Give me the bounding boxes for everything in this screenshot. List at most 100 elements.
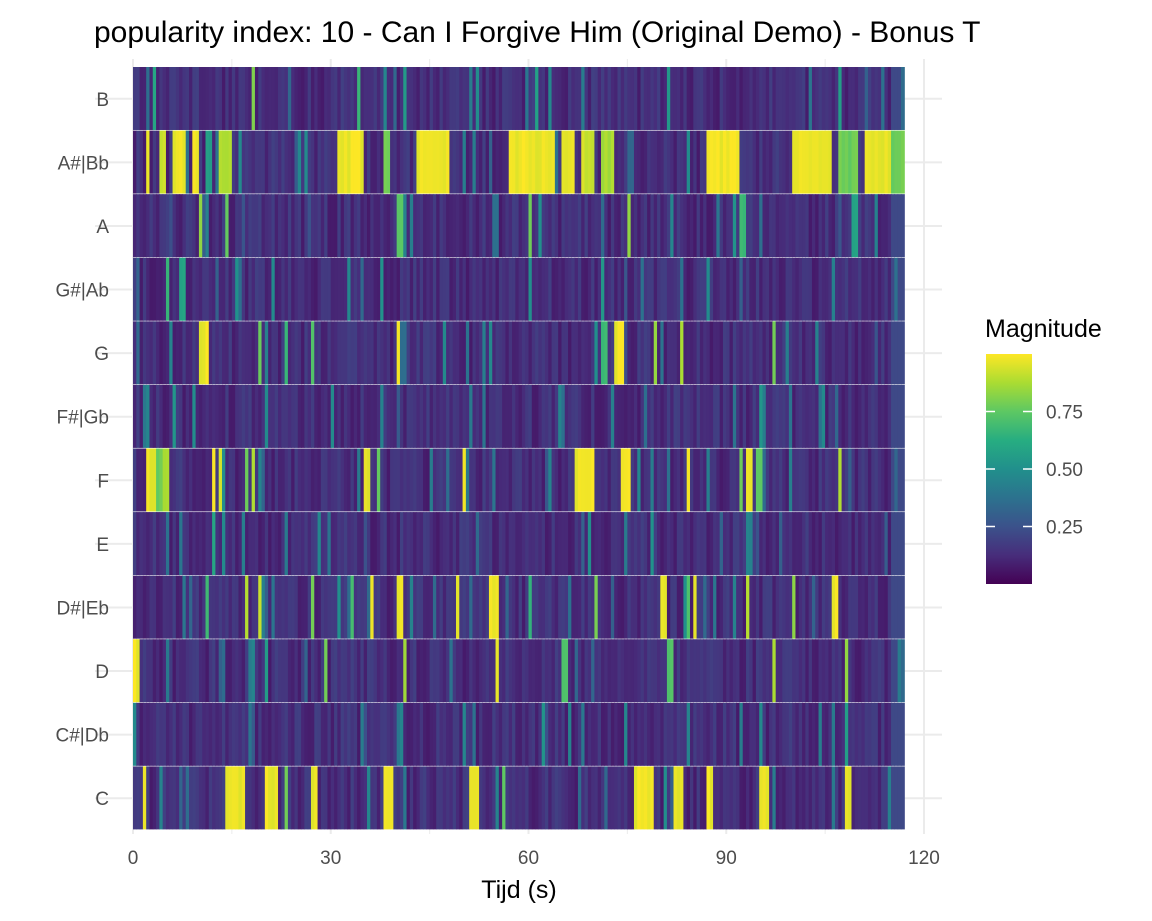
heatmap-cell xyxy=(271,766,276,830)
heatmap-cell xyxy=(357,384,362,448)
heatmap-cell xyxy=(390,130,394,194)
heatmap-cell xyxy=(195,384,200,448)
heatmap-cell xyxy=(670,639,675,703)
heatmap-cell xyxy=(521,67,526,130)
heatmap-cell xyxy=(337,257,342,321)
heatmap-cell xyxy=(330,702,335,766)
heatmap-cell xyxy=(838,67,843,130)
heatmap-cell xyxy=(498,130,503,194)
heatmap-cell xyxy=(670,702,675,766)
heatmap-cell xyxy=(396,321,401,385)
heatmap-cell xyxy=(772,448,777,512)
heatmap-cell xyxy=(627,639,632,703)
heatmap-cell xyxy=(245,766,249,830)
heatmap-cell xyxy=(175,639,180,703)
heatmap-cell xyxy=(386,512,391,576)
heatmap-cell xyxy=(363,639,368,703)
heatmap-cell xyxy=(617,384,622,448)
heatmap-cell xyxy=(386,130,391,194)
heatmap-cell xyxy=(841,512,846,576)
heatmap-cell xyxy=(808,67,813,130)
heatmap-cell xyxy=(729,766,734,830)
heatmap-cell xyxy=(198,702,203,766)
heatmap-cell xyxy=(416,512,421,576)
heatmap-cell xyxy=(274,766,279,830)
heatmap-cell xyxy=(769,702,773,766)
heatmap-cell xyxy=(531,194,536,258)
heatmap-cell xyxy=(558,194,563,258)
heatmap-cell xyxy=(502,130,507,194)
heatmap-cell xyxy=(554,448,559,512)
heatmap-cell xyxy=(225,766,230,830)
heatmap-cell xyxy=(871,766,876,830)
heatmap-cell xyxy=(561,257,566,321)
heatmap-cell xyxy=(864,448,869,512)
heatmap-cell xyxy=(462,766,467,830)
heatmap-cell xyxy=(544,384,549,448)
heatmap-cell xyxy=(894,67,899,130)
heatmap-cell xyxy=(746,257,750,321)
heatmap-cell xyxy=(591,766,596,830)
heatmap-cell xyxy=(492,575,497,639)
heatmap-cell xyxy=(571,257,576,321)
heatmap-cell xyxy=(350,67,355,130)
heatmap-cell xyxy=(693,321,698,385)
heatmap-cell xyxy=(673,130,678,194)
heatmap-cell xyxy=(268,194,273,258)
heatmap-cell xyxy=(231,575,236,639)
heatmap-cell xyxy=(795,257,800,321)
heatmap-cell xyxy=(317,766,322,830)
heatmap-cell xyxy=(643,702,648,766)
heatmap-cell xyxy=(525,766,530,830)
heatmap-cell xyxy=(383,257,388,321)
heatmap-cell xyxy=(413,512,418,576)
heatmap-cell xyxy=(653,448,658,512)
heatmap-cell xyxy=(689,512,694,576)
heatmap-cell xyxy=(324,257,329,321)
heatmap-cell xyxy=(512,384,516,448)
heatmap-cell xyxy=(525,257,530,321)
heatmap-cell xyxy=(327,448,332,512)
heatmap-cell xyxy=(594,766,599,830)
heatmap-cell xyxy=(327,194,332,258)
heatmap-cell xyxy=(455,321,460,385)
heatmap-cell xyxy=(488,575,493,639)
heatmap-cell xyxy=(732,257,737,321)
heatmap-cell xyxy=(841,448,846,512)
heatmap-cell xyxy=(891,67,895,130)
heatmap-cell xyxy=(465,384,470,448)
heatmap-cell xyxy=(495,384,500,448)
heatmap-cell xyxy=(446,67,450,130)
heatmap-cell xyxy=(877,512,882,576)
heatmap-cell xyxy=(854,194,859,258)
heatmap-cell xyxy=(350,512,355,576)
heatmap-cell xyxy=(614,702,619,766)
heatmap-cell xyxy=(670,130,675,194)
heatmap-cell xyxy=(525,384,530,448)
heatmap-cell xyxy=(686,575,691,639)
heatmap-cell xyxy=(403,639,408,703)
heatmap-cell xyxy=(492,384,497,448)
heatmap-cell xyxy=(482,448,487,512)
heatmap-cell xyxy=(515,702,520,766)
heatmap-cell xyxy=(403,130,408,194)
heatmap-cell xyxy=(825,194,830,258)
heatmap-cell xyxy=(746,448,750,512)
heatmap-cell xyxy=(258,702,263,766)
heatmap-cell xyxy=(360,257,365,321)
heatmap-cell xyxy=(587,575,592,639)
heatmap-cell xyxy=(248,766,253,830)
heatmap-cell xyxy=(357,130,362,194)
heatmap-cell xyxy=(693,766,698,830)
heatmap-cell xyxy=(304,130,309,194)
heatmap-cell xyxy=(271,448,276,512)
heatmap-cell xyxy=(597,512,602,576)
heatmap-cell xyxy=(864,67,869,130)
heatmap-cell xyxy=(432,575,437,639)
heatmap-cell xyxy=(551,766,556,830)
heatmap-cell xyxy=(304,194,309,258)
heatmap-cell xyxy=(396,130,401,194)
heatmap-cell xyxy=(604,130,609,194)
heatmap-cell xyxy=(574,130,579,194)
heatmap-cell xyxy=(591,575,596,639)
